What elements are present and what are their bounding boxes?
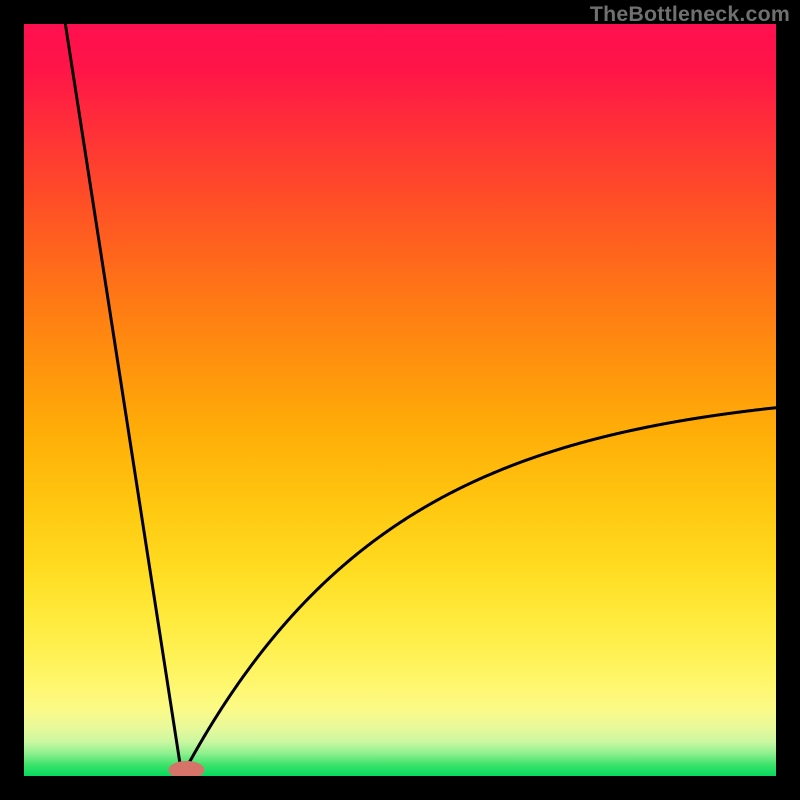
chart-canvas: TheBottleneck.com	[0, 0, 800, 800]
plot-background	[24, 24, 776, 776]
watermark-text: TheBottleneck.com	[590, 2, 790, 27]
bottleneck-chart	[0, 0, 800, 800]
